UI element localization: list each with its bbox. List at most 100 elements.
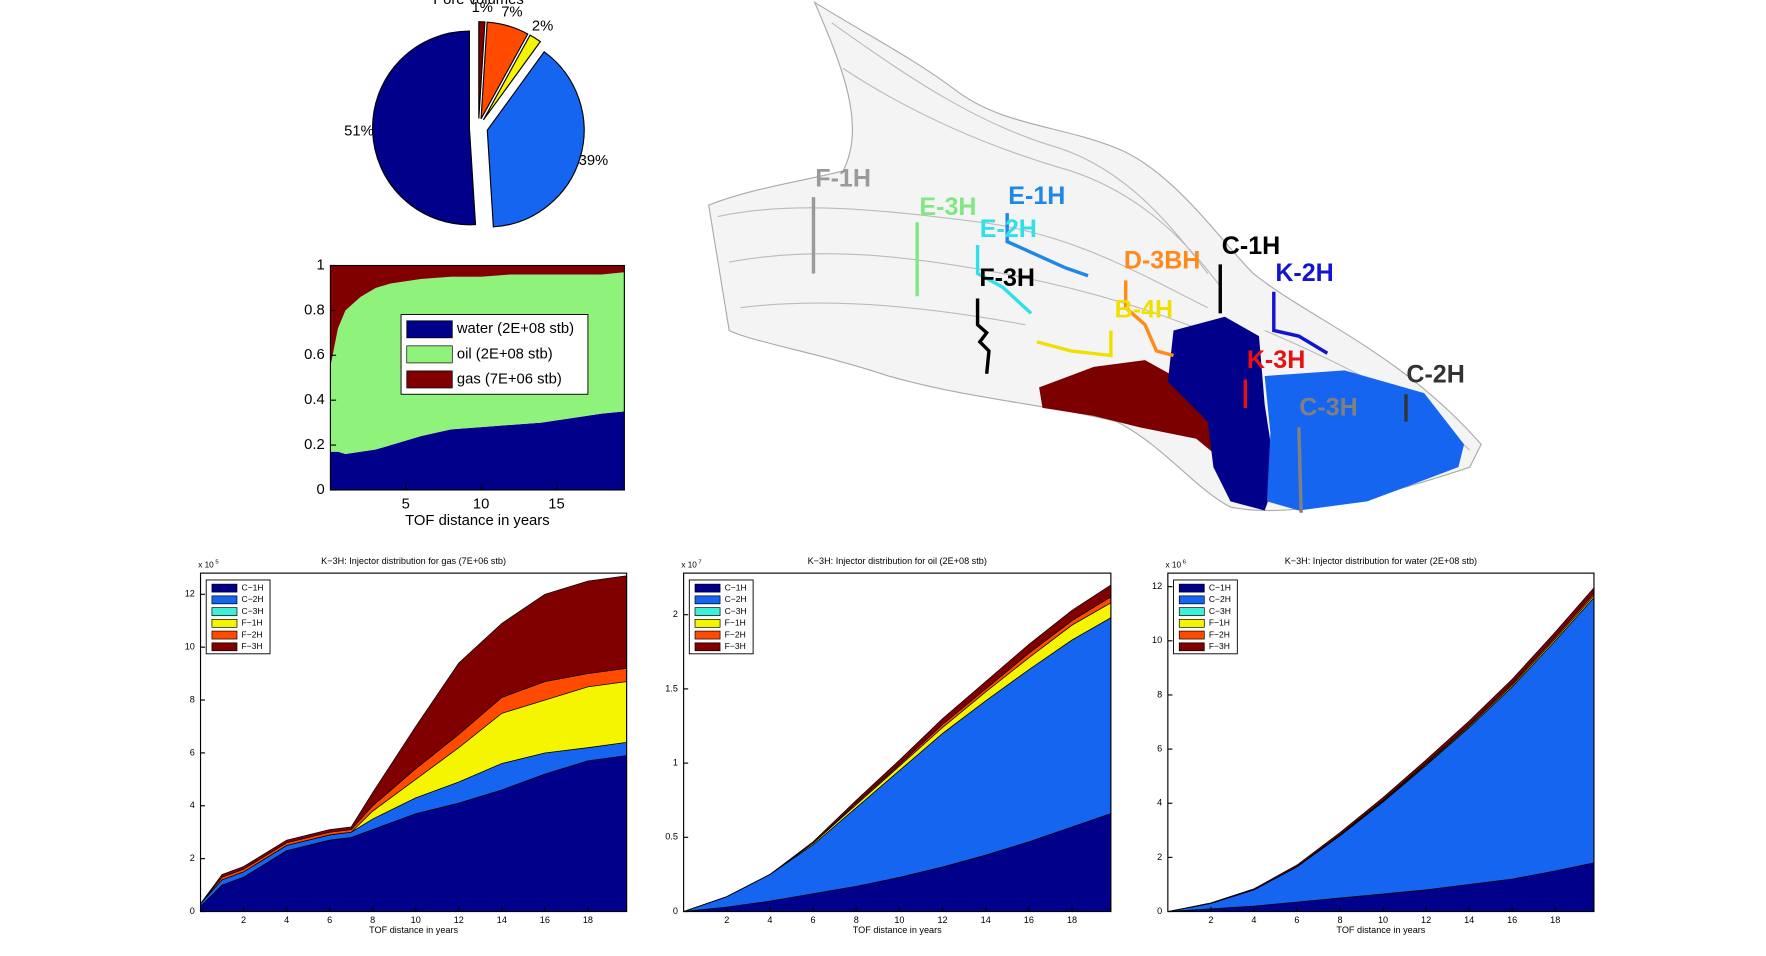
pie-label: 1% xyxy=(472,0,493,16)
well-trajectory xyxy=(1297,427,1303,513)
y-tick-label: 10 xyxy=(185,642,195,652)
well-label: F-3H xyxy=(979,264,1035,292)
well-label: F-1H xyxy=(815,165,871,193)
y-tick-label: 0 xyxy=(190,906,195,916)
y-multiplier-exponent: 6 xyxy=(1183,559,1187,565)
x-axis-label: TOF distance in years xyxy=(853,925,942,935)
legend-swatch xyxy=(1178,630,1205,640)
x-tick-label: 12 xyxy=(937,915,947,925)
legend-swatch xyxy=(694,607,721,616)
legend-label: F−1H xyxy=(242,618,263,628)
water-region-c2h xyxy=(1264,370,1465,511)
pie-label: 51% xyxy=(344,123,374,139)
legend-swatch xyxy=(211,583,238,593)
x-tick-label: 6 xyxy=(327,915,332,925)
pie-slice xyxy=(372,30,477,226)
y-tick-label: 0.5 xyxy=(665,832,678,842)
well-label: C-3H xyxy=(1299,394,1357,422)
legend-label: C−3H xyxy=(242,606,264,616)
legend-label: water (2E+08 stb) xyxy=(456,321,574,337)
x-tick-label: 4 xyxy=(767,915,772,925)
x-tick-label: 12 xyxy=(1421,915,1431,925)
x-tick-label: 2 xyxy=(241,915,246,925)
legend-swatch xyxy=(211,630,238,640)
y-tick-label: 1.5 xyxy=(665,683,678,693)
y-tick-label: 0 xyxy=(1157,906,1162,916)
legend-swatch xyxy=(1178,607,1205,616)
x-tick-label: 14 xyxy=(497,915,507,925)
y-multiplier-exponent: 5 xyxy=(215,559,219,565)
chart-title: K−3H: Injector distribution for gas (7E+… xyxy=(321,556,506,566)
well-trajectory xyxy=(1123,280,1174,358)
legend-label: F−1H xyxy=(725,618,746,628)
y-tick-label: 4 xyxy=(190,800,195,810)
chart-title: K−3H: Injector distribution for water (2… xyxy=(1285,556,1477,566)
y-tick-label: 1 xyxy=(673,758,678,768)
y-tick-label: 0 xyxy=(673,906,678,916)
y-tick-label: 0 xyxy=(316,482,324,498)
y-multiplier: x 10 xyxy=(681,560,697,569)
x-tick-label: 2 xyxy=(1208,915,1213,925)
legend-swatch xyxy=(694,642,721,652)
x-tick-label: 8 xyxy=(1337,915,1342,925)
legend-label: F−3H xyxy=(1209,641,1230,651)
pie-slice xyxy=(478,21,486,119)
well-trajectory xyxy=(1036,330,1113,358)
legend-swatch xyxy=(694,595,721,605)
y-tick-label: 2 xyxy=(673,609,678,619)
x-tick-label: 14 xyxy=(981,915,991,925)
y-multiplier: x 10 xyxy=(1166,560,1182,569)
legend-swatch xyxy=(694,630,721,640)
x-tick-label: 6 xyxy=(1294,915,1299,925)
legend-label: C−3H xyxy=(1209,606,1231,616)
x-axis-label: TOF distance in years xyxy=(369,925,458,935)
legend-swatch xyxy=(211,642,238,652)
legend-swatch xyxy=(1178,642,1205,652)
legend-label: F−2H xyxy=(725,629,746,639)
y-tick-label: 8 xyxy=(190,694,195,704)
well-label: E-2H xyxy=(980,215,1037,243)
y-tick-label: 2 xyxy=(1157,852,1162,862)
legend-swatch xyxy=(1178,595,1205,605)
legend-swatch xyxy=(1178,618,1205,628)
mesh-lines xyxy=(717,22,1471,451)
y-tick-label: 8 xyxy=(1157,689,1162,699)
y-tick-label: 4 xyxy=(1157,798,1162,808)
y-tick-label: 6 xyxy=(190,747,195,757)
pie-slice xyxy=(480,21,529,120)
area-series xyxy=(330,265,625,367)
y-tick-label: 0.8 xyxy=(304,302,325,318)
pie-label: 7% xyxy=(501,5,522,21)
well-trajectory xyxy=(975,298,991,374)
well-trajectory xyxy=(975,245,1033,315)
x-tick-label: 2 xyxy=(724,915,729,925)
well-label: E-1H xyxy=(1008,182,1065,210)
well-label: D-3BH xyxy=(1124,247,1201,275)
legend-swatch xyxy=(406,345,453,364)
y-tick-label: 6 xyxy=(1157,744,1162,754)
gas-region xyxy=(1039,360,1254,470)
x-tick-label: 10 xyxy=(894,915,904,925)
y-tick-label: 2 xyxy=(190,853,195,863)
legend-swatch xyxy=(694,618,721,628)
legend-swatch xyxy=(694,583,721,593)
plot-frame xyxy=(683,572,1112,913)
x-tick-label: 18 xyxy=(1067,915,1077,925)
legend-swatch xyxy=(211,607,238,616)
well-trajectory xyxy=(1005,213,1089,278)
plot-frame xyxy=(1167,572,1595,913)
water-region-c1h xyxy=(1167,316,1277,511)
legend-label: C−1H xyxy=(1209,582,1231,592)
y-tick-label: 12 xyxy=(1152,581,1162,591)
legend-label: gas (7E+06 stb) xyxy=(457,371,562,387)
x-tick-label: 8 xyxy=(370,915,375,925)
y-tick-label: 12 xyxy=(185,589,195,599)
area-series xyxy=(330,411,625,490)
x-tick-label: 8 xyxy=(854,915,859,925)
legend-label: F−2H xyxy=(1209,629,1230,639)
legend-label: F−1H xyxy=(1209,618,1230,628)
legend-label: oil (2E+08 stb) xyxy=(457,346,553,362)
x-tick-label: 4 xyxy=(1251,915,1256,925)
